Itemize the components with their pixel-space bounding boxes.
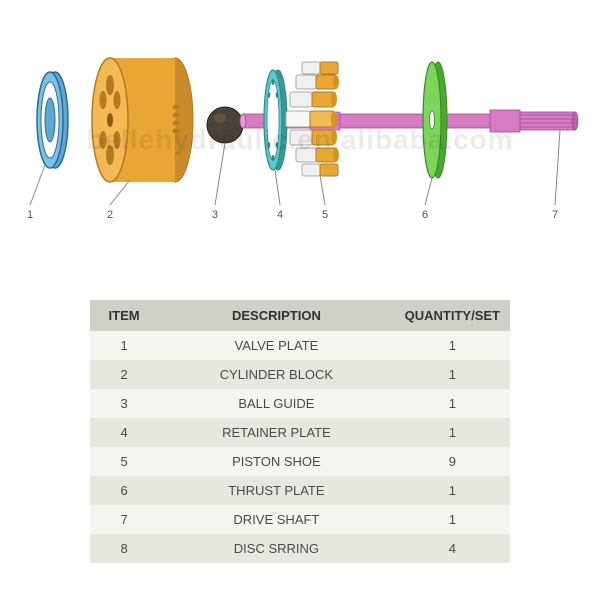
cell-item: 6 [90, 476, 158, 505]
cell-desc: DRIVE SHAFT [158, 505, 394, 534]
cell-desc: BALL GUIDE [158, 389, 394, 418]
cell-qty: 1 [395, 476, 510, 505]
cell-qty: 4 [395, 534, 510, 563]
table-body: 1VALVE PLATE1 2CYLINDER BLOCK1 3BALL GUI… [90, 331, 510, 563]
parts-table: ITEM DESCRIPTION QUANTITY/SET 1VALVE PLA… [90, 300, 510, 563]
table-row: 2CYLINDER BLOCK1 [90, 360, 510, 389]
part-piston-shoe [286, 62, 339, 176]
cell-item: 1 [90, 331, 158, 360]
part-thrust-plate [423, 62, 447, 178]
part-cylinder-block [92, 58, 193, 182]
callout-7: 7 [552, 209, 558, 221]
cell-item: 8 [90, 534, 158, 563]
exploded-diagram: 1 2 3 4 5 6 7 bellehydraulic.en.alibaba.… [0, 0, 600, 280]
table-row: 8DISC SRRING4 [90, 534, 510, 563]
cell-qty: 1 [395, 389, 510, 418]
callout-5: 5 [322, 209, 328, 221]
cell-qty: 1 [395, 360, 510, 389]
part-valve-plate [37, 72, 68, 168]
cell-desc: PISTON SHOE [158, 447, 394, 476]
cell-item: 7 [90, 505, 158, 534]
table-row: 7DRIVE SHAFT1 [90, 505, 510, 534]
callout-3: 3 [212, 209, 218, 221]
table-row: 1VALVE PLATE1 [90, 331, 510, 360]
cell-desc: VALVE PLATE [158, 331, 394, 360]
cell-qty: 9 [395, 447, 510, 476]
header-description: DESCRIPTION [158, 300, 394, 331]
table-row: 4RETAINER PLATE1 [90, 418, 510, 447]
cell-qty: 1 [395, 505, 510, 534]
callout-4: 4 [277, 209, 283, 221]
cell-item: 2 [90, 360, 158, 389]
cell-item: 3 [90, 389, 158, 418]
cell-desc: DISC SRRING [158, 534, 394, 563]
table-row: 5PISTON SHOE9 [90, 447, 510, 476]
table-header-row: ITEM DESCRIPTION QUANTITY/SET [90, 300, 510, 331]
parts-table-container: ITEM DESCRIPTION QUANTITY/SET 1VALVE PLA… [90, 300, 510, 563]
assembly-svg: 1 2 3 4 5 6 7 [0, 0, 600, 280]
callout-numbers: 1 2 3 4 5 6 7 [27, 209, 558, 221]
cell-item: 5 [90, 447, 158, 476]
cell-desc: CYLINDER BLOCK [158, 360, 394, 389]
header-item: ITEM [90, 300, 158, 331]
cell-item: 4 [90, 418, 158, 447]
header-quantity: QUANTITY/SET [395, 300, 510, 331]
table-row: 3BALL GUIDE1 [90, 389, 510, 418]
callout-1: 1 [27, 209, 33, 221]
callout-2: 2 [107, 209, 113, 221]
part-retainer-plate [264, 70, 287, 170]
callout-6: 6 [422, 209, 428, 221]
cell-desc: THRUST PLATE [158, 476, 394, 505]
cell-desc: RETAINER PLATE [158, 418, 394, 447]
table-row: 6THRUST PLATE1 [90, 476, 510, 505]
cell-qty: 1 [395, 331, 510, 360]
cell-qty: 1 [395, 418, 510, 447]
part-ball-guide [207, 107, 243, 143]
